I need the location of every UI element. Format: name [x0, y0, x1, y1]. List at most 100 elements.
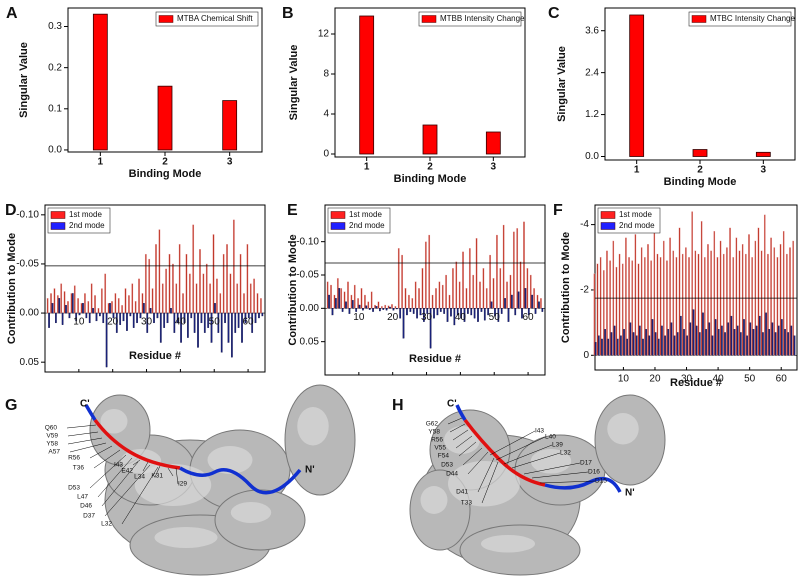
bar	[99, 312, 101, 317]
x-tick-label: 30	[421, 312, 433, 323]
surface-highlight	[120, 449, 162, 474]
bar	[695, 325, 698, 356]
bar	[523, 221, 525, 309]
bar	[456, 308, 459, 316]
bar	[112, 312, 115, 319]
bar	[714, 319, 717, 356]
bar	[395, 308, 398, 310]
y-axis-label: Singular Value	[556, 46, 568, 122]
bar	[765, 312, 767, 356]
legend-box	[155, 11, 259, 27]
bar	[180, 312, 182, 343]
bar	[216, 278, 218, 314]
leader-line	[89, 454, 127, 489]
bar	[222, 253, 225, 314]
bar	[247, 312, 250, 319]
legend-swatch	[691, 15, 707, 23]
x-tick-label: 60	[523, 312, 535, 323]
bar	[467, 308, 469, 314]
bar	[73, 285, 76, 314]
bar	[358, 304, 361, 309]
bar	[375, 306, 378, 309]
bar	[782, 230, 785, 356]
y-tick-label: 0.2	[48, 62, 62, 73]
x-tick-label: 60	[776, 374, 788, 385]
bar	[158, 229, 161, 314]
bar	[246, 244, 249, 314]
leader-line	[489, 430, 536, 456]
bar	[699, 332, 701, 356]
surface-highlight	[420, 486, 448, 514]
residue-label: L32	[101, 521, 112, 528]
terminus-label: C'	[80, 399, 90, 410]
x-tick-label: 10	[618, 374, 630, 385]
residue-label: Y58	[46, 441, 58, 448]
bar	[157, 85, 173, 151]
residue-label: G62	[426, 421, 439, 428]
bar	[71, 293, 74, 314]
bar	[615, 266, 618, 356]
bar	[149, 307, 152, 314]
x-tick-label: 40	[455, 312, 467, 323]
bar	[763, 214, 766, 356]
peptide-ribbon	[455, 404, 467, 421]
bar	[394, 306, 397, 309]
bar	[710, 250, 712, 356]
legend-swatch	[600, 211, 616, 219]
bar	[516, 228, 519, 309]
bar	[387, 305, 390, 309]
bar	[492, 278, 495, 309]
panel-label: E	[287, 202, 298, 219]
bar	[519, 261, 522, 309]
surface-highlight	[607, 413, 639, 445]
bar	[497, 308, 500, 322]
leader-line	[481, 461, 499, 504]
bar	[659, 257, 662, 356]
bar	[397, 248, 400, 309]
leader-line	[67, 431, 99, 437]
y-tick-label: 0.00	[20, 308, 40, 319]
x-tick-label: 3	[491, 162, 497, 173]
bar	[115, 312, 118, 333]
legend-label: MTBA Chemical Shift	[177, 14, 253, 23]
y-tick-label: 0.05	[20, 357, 40, 368]
x-tick-label: 1	[98, 157, 104, 168]
bar	[779, 244, 782, 356]
bar	[691, 211, 693, 356]
leader-line	[477, 457, 495, 493]
y-tick-label: 8	[323, 69, 329, 80]
leader-line	[154, 465, 161, 478]
bar	[331, 308, 334, 316]
bar	[144, 253, 147, 314]
leader-line	[511, 452, 561, 469]
bar	[377, 301, 380, 309]
bar	[237, 312, 240, 328]
bar	[472, 274, 475, 309]
residue-label: D17	[580, 460, 592, 467]
bar	[538, 301, 540, 309]
x-tick-label: 2	[697, 165, 703, 176]
bar	[757, 227, 760, 356]
bar	[650, 260, 652, 356]
bar	[370, 291, 373, 309]
bar	[594, 342, 597, 356]
bar	[688, 257, 690, 356]
bar	[421, 268, 424, 309]
bar	[357, 298, 359, 309]
bar	[90, 283, 93, 314]
residue-label: I29	[178, 481, 187, 488]
bar	[482, 268, 485, 309]
x-axis-label: Binding Mode	[664, 176, 737, 188]
bar	[724, 332, 726, 356]
y-tick-label: -0.05	[296, 270, 319, 281]
bar	[460, 308, 462, 319]
bar	[148, 258, 151, 314]
bar	[729, 227, 731, 356]
bar	[675, 257, 678, 356]
bar	[746, 335, 748, 356]
bar	[190, 312, 193, 319]
bar	[51, 303, 54, 314]
legend-label: 2nd mode	[349, 221, 385, 230]
bar	[411, 298, 414, 309]
